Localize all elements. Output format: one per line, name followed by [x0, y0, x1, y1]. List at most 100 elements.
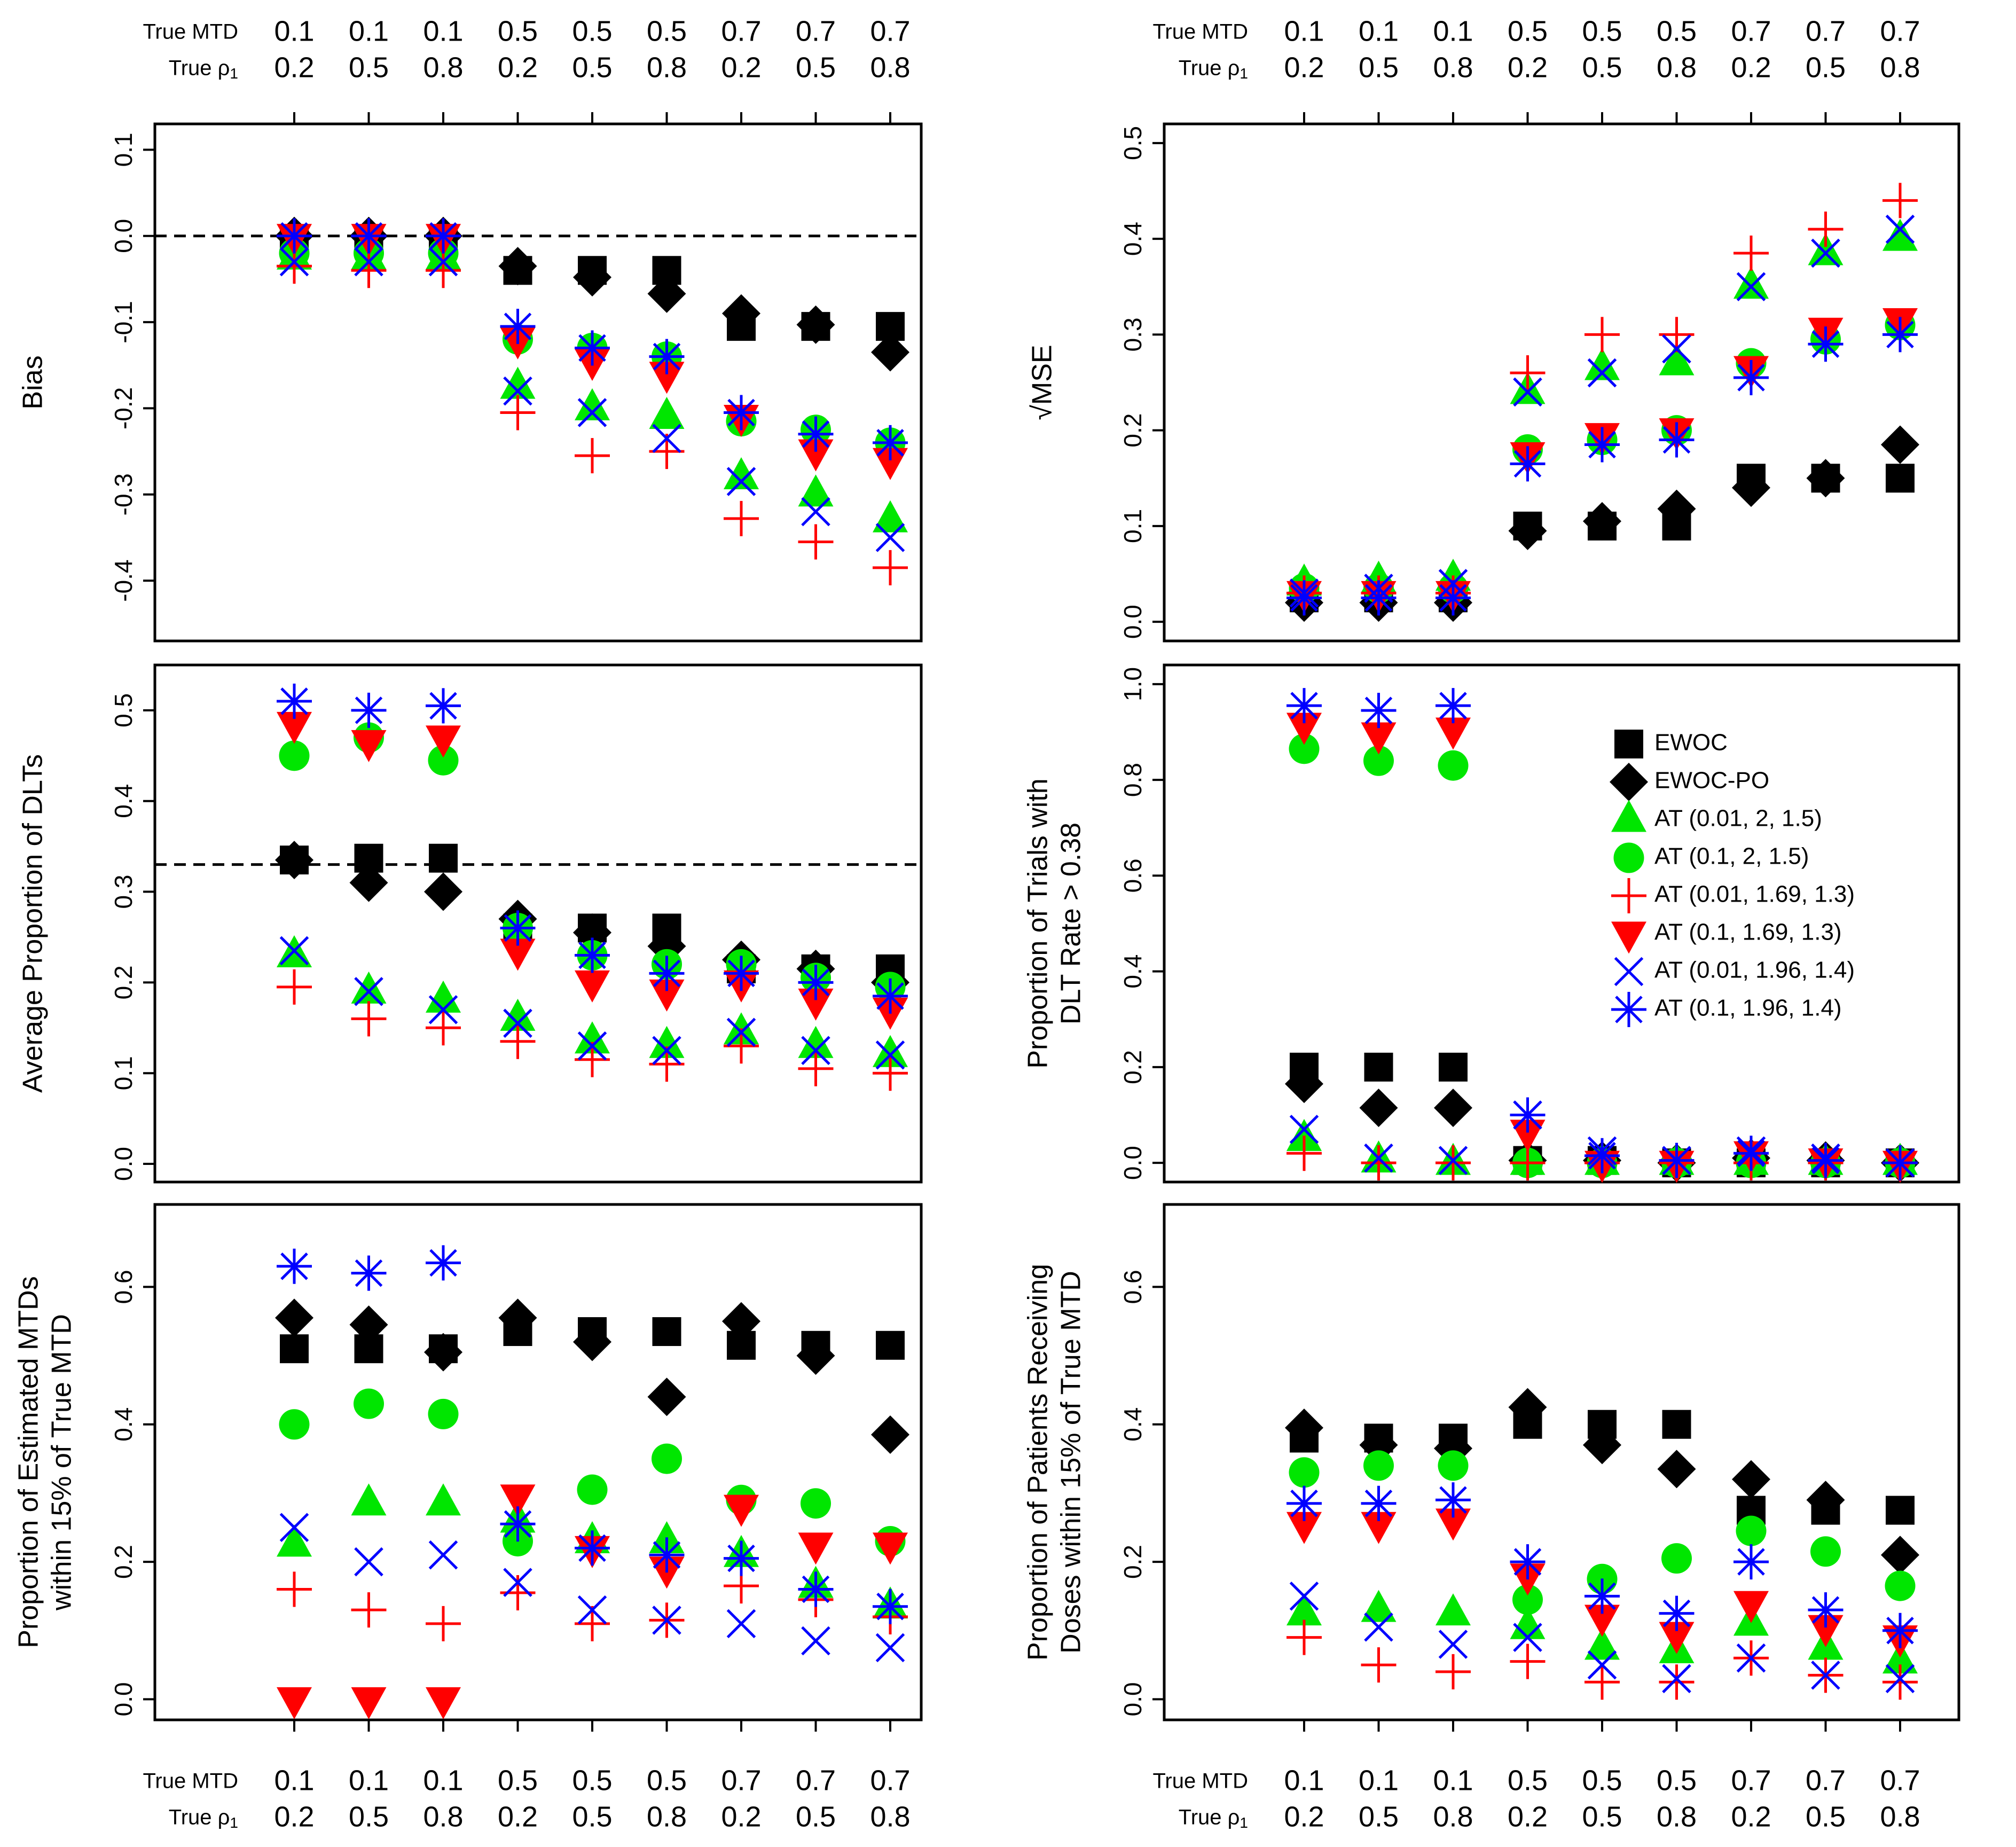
data-point: [1361, 580, 1397, 616]
mtd-row-label: True MTD: [143, 1770, 238, 1793]
data-point: [1435, 1145, 1471, 1181]
data-point: [1882, 1145, 1918, 1181]
data-point: [1287, 1485, 1322, 1521]
legend-label: AT (0.1, 1.69, 1.3): [1654, 919, 1842, 945]
data-point: [279, 1513, 309, 1542]
data-point: [1361, 1647, 1397, 1683]
data-point: [426, 1687, 461, 1719]
data-point: [503, 1568, 532, 1597]
rho-value: 0.5: [1582, 51, 1622, 83]
data-point: [871, 333, 909, 372]
data-point: [801, 1626, 830, 1656]
rho-value: 0.5: [796, 51, 836, 83]
data-point: [277, 1571, 312, 1607]
legend: EWOC EWOC-PO AT (0.01, 2, 1.5) AT (0.1, 2, …: [1610, 730, 1855, 1027]
data-point: [1438, 750, 1469, 781]
data-point: [277, 711, 312, 744]
data-point: [722, 1302, 760, 1341]
data-point: [724, 1540, 759, 1576]
data-point: [1435, 717, 1471, 750]
data-point: [871, 1415, 909, 1454]
data-point: [500, 910, 536, 946]
data-point: [500, 938, 536, 971]
data-point: [500, 309, 536, 345]
legend-item-at1: AT (0.01, 2, 1.5): [1611, 800, 1822, 832]
data-point: [1287, 1593, 1322, 1626]
data-point: [798, 1026, 834, 1058]
data-point: [428, 1540, 458, 1570]
y-tick-label: -0.1: [109, 301, 137, 343]
data-point: [1510, 1643, 1546, 1679]
legend-label: AT (0.1, 2, 1.5): [1654, 843, 1809, 870]
data-point: [1287, 580, 1322, 616]
data-point: [1885, 1570, 1916, 1601]
data-point: [1732, 1460, 1770, 1499]
data-point: [351, 1483, 387, 1516]
data-point: [426, 1483, 461, 1516]
data-point: [1513, 1623, 1542, 1652]
rho-row-label: True ρ1: [1179, 1806, 1248, 1832]
data-point: [1287, 1619, 1322, 1655]
data-point: [1287, 713, 1322, 745]
data-point: [500, 366, 536, 399]
mtd-value: 0.5: [498, 15, 538, 47]
data-point: [575, 438, 610, 474]
y-axis-label: Bias: [18, 355, 49, 409]
data-point: [500, 395, 536, 431]
data-point: [1439, 1052, 1468, 1082]
y-tick-label: -0.3: [109, 473, 137, 515]
data-point: [1659, 422, 1695, 458]
data-point: [1435, 1482, 1471, 1518]
y-tick-label: 0.0: [1119, 605, 1147, 639]
y-tick-label: 0.0: [1119, 1682, 1147, 1716]
legend-item-at5: AT (0.01, 1.96, 1.4): [1614, 957, 1855, 987]
y-tick-label: 0.5: [1119, 126, 1147, 160]
y-tick-label: 0.2: [1119, 1545, 1147, 1579]
y-tick-label: -0.4: [109, 559, 137, 601]
data-point: [351, 1592, 387, 1628]
rho-value: 0.2: [1731, 51, 1771, 83]
legend-label: AT (0.01, 1.69, 1.3): [1654, 881, 1855, 907]
series-ewocpo: [275, 1298, 909, 1454]
data-point: [1885, 214, 1915, 244]
rho-value: 0.8: [870, 1801, 910, 1833]
legend-marker: [1613, 842, 1644, 873]
data-point: [1510, 355, 1546, 391]
y-tick-label: 0.3: [1119, 317, 1147, 351]
y-axis-label: DLT Rate > 0.38: [1056, 823, 1087, 1024]
data-point: [1886, 1496, 1915, 1525]
data-point: [649, 362, 685, 394]
data-point: [426, 1245, 461, 1281]
data-point: [873, 1035, 908, 1067]
data-point: [873, 978, 908, 1014]
data-point: [277, 969, 312, 1005]
data-point: [1364, 1613, 1393, 1642]
data-point: [801, 1036, 830, 1066]
data-point: [1361, 722, 1397, 755]
data-point: [1510, 1120, 1546, 1152]
series-at4: [277, 1484, 908, 1719]
rho-value: 0.8: [647, 1801, 687, 1833]
y-tick-label: -0.2: [109, 387, 137, 429]
data-point: [354, 1388, 384, 1419]
rho-value: 0.5: [1582, 1801, 1622, 1833]
legend-label: AT (0.1, 1.96, 1.4): [1654, 995, 1842, 1021]
series-at6: [1287, 317, 1918, 616]
rho-value: 0.2: [1284, 51, 1324, 83]
data-point: [426, 1606, 461, 1641]
mtd-value: 0.7: [1806, 15, 1846, 47]
mtd-value: 0.5: [1582, 1764, 1622, 1796]
data-point: [500, 998, 536, 1031]
data-point: [796, 1336, 835, 1375]
data-point: [1584, 1664, 1620, 1700]
panel-patients: 0.0 0.2 0.4 0.6 Proportion of Patients Recei…: [1023, 1203, 1960, 1833]
data-point: [1808, 212, 1844, 247]
data-point: [1659, 1664, 1695, 1700]
rho-value: 0.2: [274, 51, 314, 83]
data-point: [575, 1021, 610, 1054]
legend-marker: [1611, 921, 1646, 954]
data-point: [275, 1298, 313, 1337]
y-tick-label: 0.0: [109, 219, 137, 253]
data-point: [1811, 1661, 1840, 1690]
data-point: [500, 1023, 536, 1059]
